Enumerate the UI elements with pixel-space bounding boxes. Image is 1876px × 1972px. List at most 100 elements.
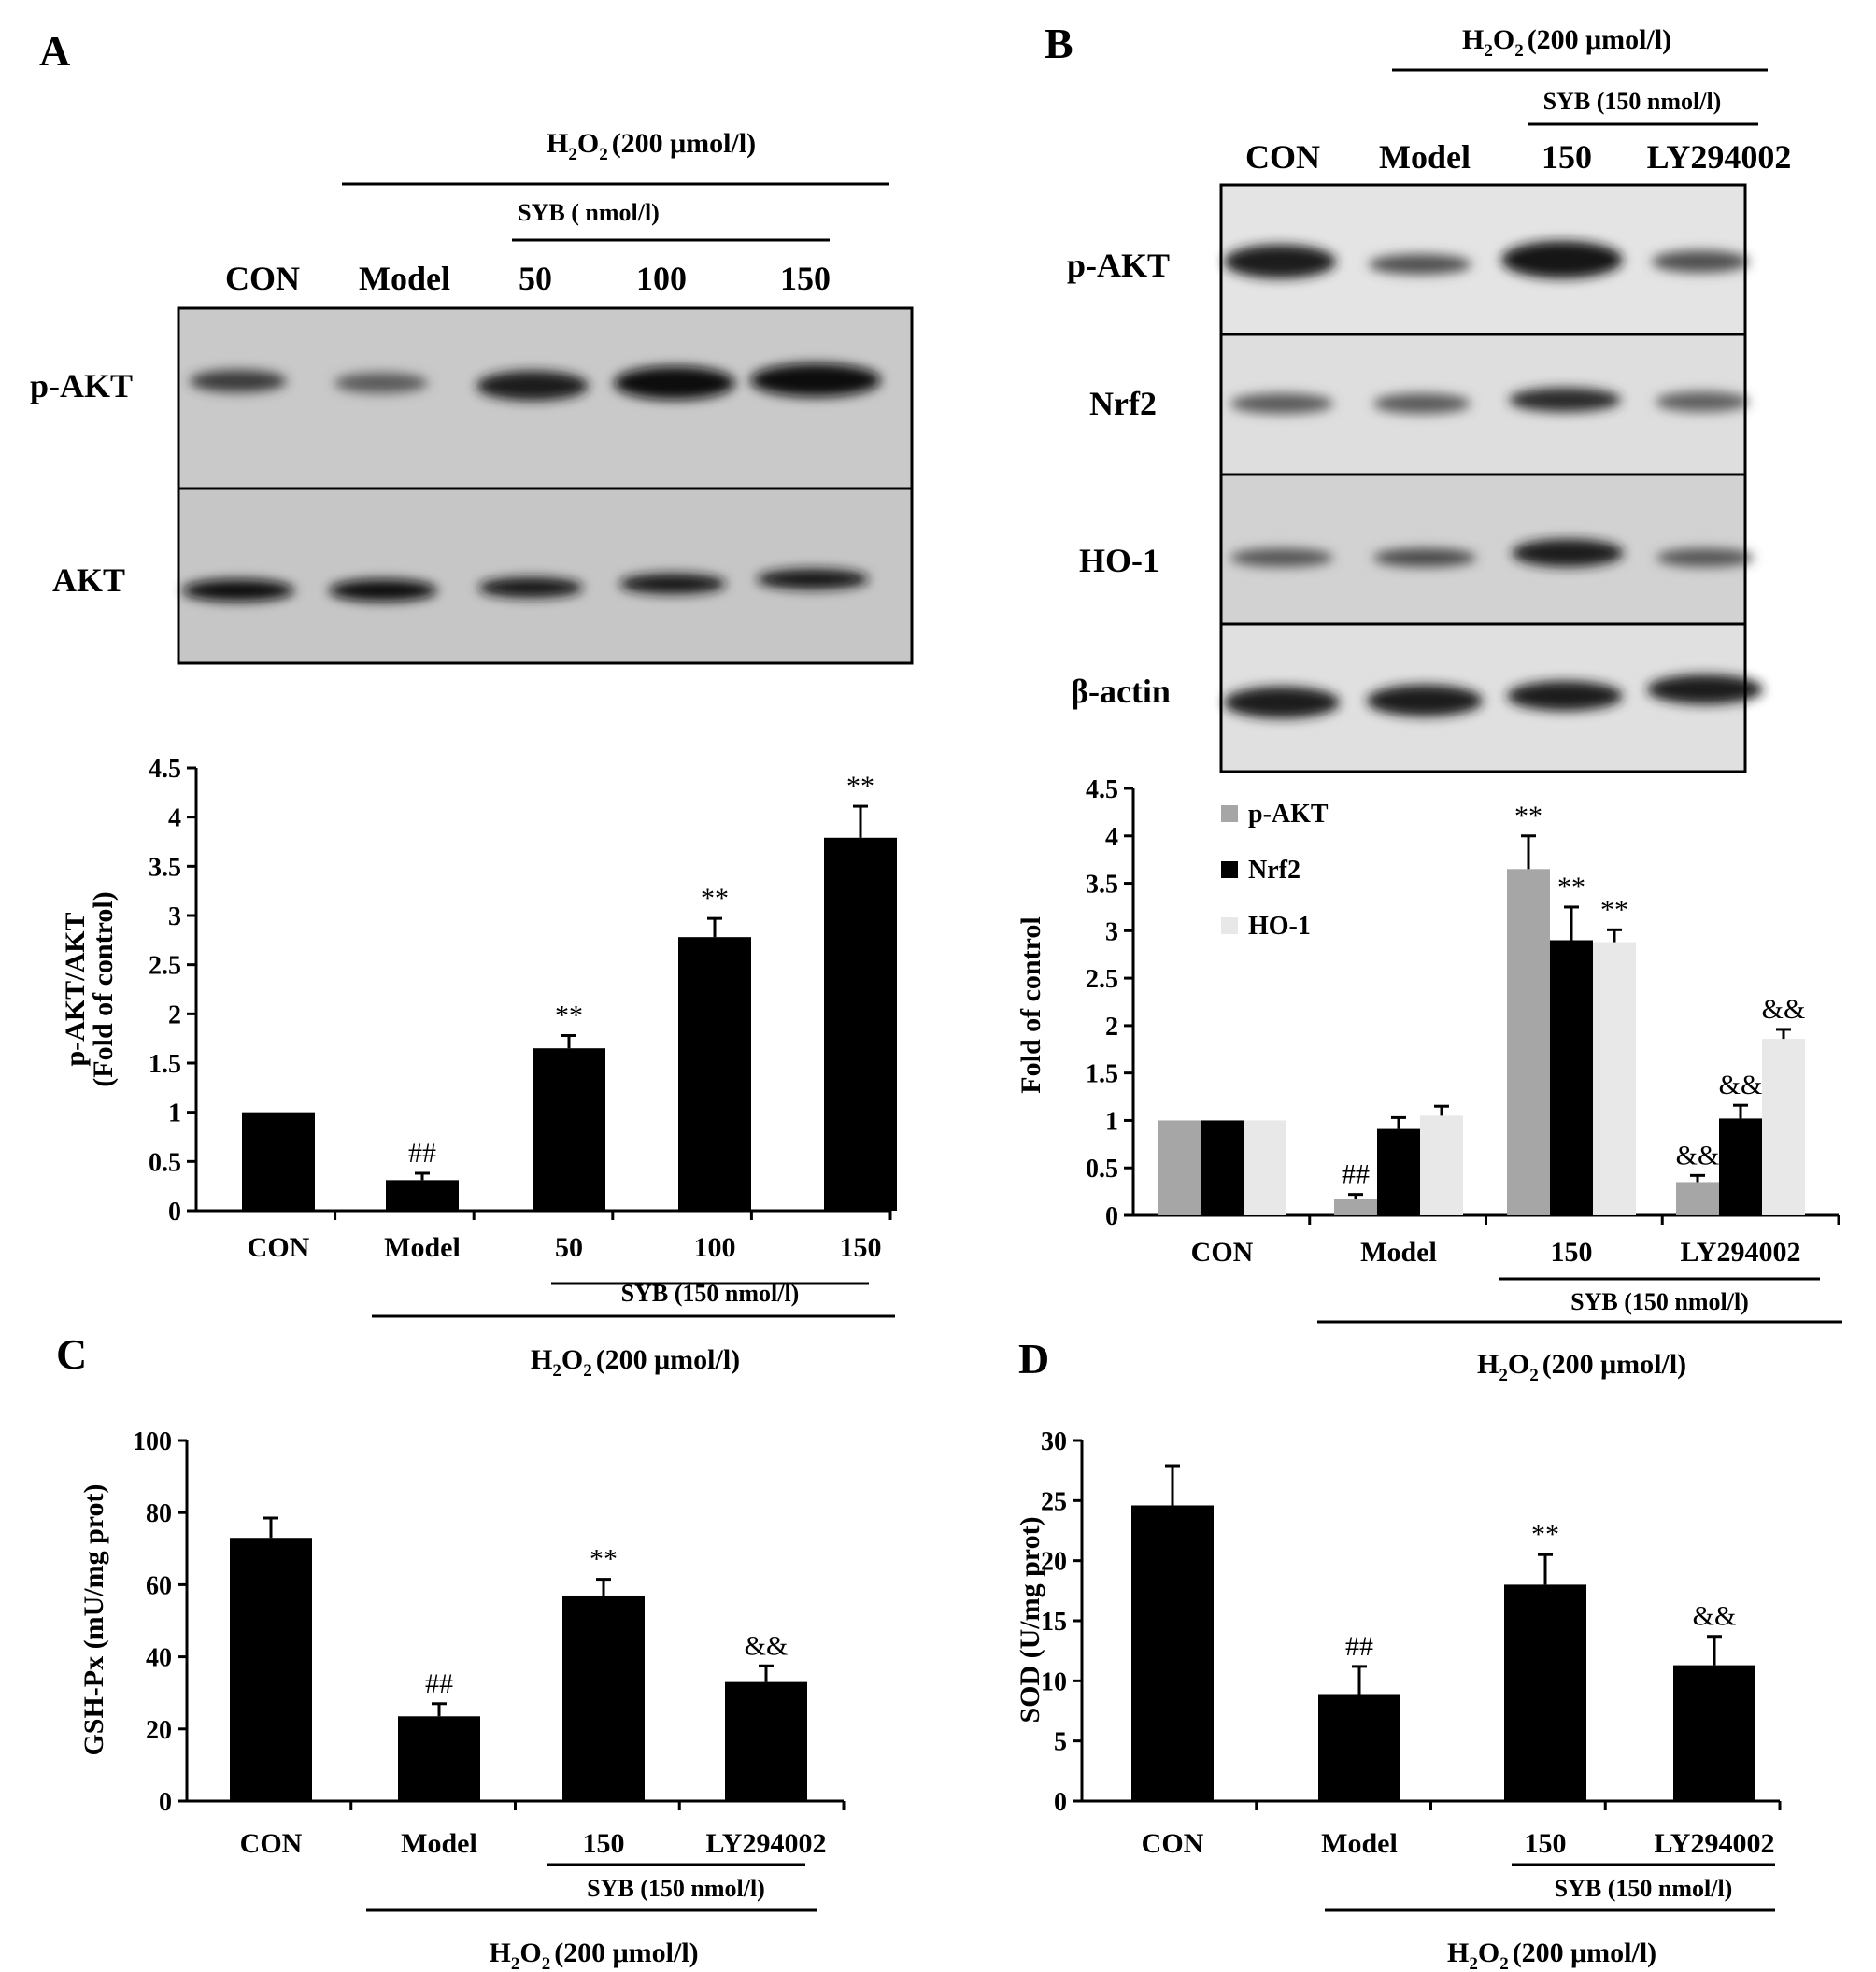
bar [398,1716,480,1801]
bar [1377,1128,1420,1215]
significance-label: && [1676,1140,1720,1170]
significance-label: ** [846,771,874,802]
blot-band [1230,393,1333,414]
y-tick-label: 4 [1105,823,1118,852]
chart-a: 0 0.5 1 1.5 2 2.5 3 3.5 4 4.5 CON ## Model ** 50 ** 100 *… [60,755,897,1381]
bar [1676,1182,1719,1215]
y-tick-label: 3.5 [149,853,181,882]
blot-band [476,371,589,401]
significance-label: && [745,1630,789,1661]
blot-band [1507,681,1623,711]
y-tick-label: 40 [146,1644,172,1673]
h2o2-part: 2 [1529,1366,1539,1385]
panel-b-blot: p-AKT Nrf2 HO-1 β-actin [1067,183,1763,773]
bar [230,1538,312,1801]
panel-b-lane-label: Model [1379,138,1471,176]
significance-label: && [1693,1601,1737,1632]
y-tick-label: 60 [146,1571,172,1600]
blot-band [1656,391,1749,412]
h2o2-part: O [1478,1937,1499,1968]
y-tick-label: 4 [168,804,181,833]
bar [1131,1505,1214,1801]
x-category-label: Model [384,1232,461,1263]
x-category-label: Model [1360,1237,1437,1268]
y-tick-label: 3 [1105,917,1118,946]
legend-label: p-AKT [1248,800,1329,829]
y-tick-label: 3 [168,902,181,931]
h2o2-group-label: H2O2 (200 μmol/l) [1447,1937,1656,1972]
bar [1334,1199,1377,1215]
bar [1420,1115,1463,1215]
y-axis-label: SOD (U/mg prot) [1015,1516,1045,1723]
h2o2-group-label: H2O2 (200 μmol/l) [490,1937,699,1972]
bar [386,1180,459,1211]
h2o2-part: H [1447,1937,1469,1968]
y-tick-label: 1.5 [149,1050,181,1079]
h2o2-part: (200 μmol/l) [596,1344,740,1375]
y-tick-label: 100 [133,1427,172,1456]
x-category-label: 50 [555,1232,583,1263]
x-category-label: Model [401,1828,477,1859]
panel-b-h2o2-label: H2O2 (200 μmol/l) [1462,24,1671,61]
h2o2-part: 2 [542,1954,551,1972]
panel-a-blot: p-AKT AKT [30,306,914,665]
y-tick-label: 1 [168,1099,181,1128]
panel-a-syb-label: SYB ( nmol/l) [518,199,660,226]
blot-band [757,569,869,589]
blot-band [1224,245,1336,278]
blot-band [1373,393,1471,414]
panel-b-syb-label: SYB (150 nmol/l) [1543,88,1722,115]
h2o2-part: 2 [583,1361,592,1381]
panel-c-label: C [56,1330,87,1378]
bar [533,1048,605,1211]
h2o2-part: H [531,1344,552,1375]
significance-label: ** [1600,894,1628,925]
panel-d-label: D [1018,1335,1049,1383]
y-tick-label: 0 [1105,1202,1118,1231]
significance-label: ** [701,883,729,914]
y-tick-label: 4.5 [149,755,181,784]
panel-a-lane-label: Model [359,260,450,297]
blot-band [1512,539,1624,567]
bar [1201,1120,1244,1215]
y-axis-label: p-AKT/AKT [60,912,91,1066]
panel-a-h2o2-label: H2O2 (200 μmol/l) [547,128,756,164]
blot-row-label: AKT [52,561,125,599]
x-category-label: 100 [694,1232,736,1263]
chart-d: 0 5 10 15 20 25 30 CON ## Model ** 150 && LY294002 SOD… [1015,1427,1782,1972]
bar [242,1112,315,1211]
y-tick-label: 20 [146,1716,172,1745]
blot-band [1369,254,1471,275]
blot-band [190,370,287,392]
x-category-label: CON [240,1828,303,1859]
significance-label: ** [1531,1519,1559,1550]
x-category-label: LY294002 [1655,1828,1775,1859]
x-category-label: 150 [583,1828,625,1859]
y-tick-label: 2.5 [1086,965,1118,994]
panel-a-blot-header: H2O2 (200 μmol/l) SYB ( nmol/l) CON Model… [225,128,889,297]
bar [1762,1039,1805,1215]
x-category-label: 150 [1551,1237,1593,1268]
bar [1719,1118,1762,1215]
bar [1673,1665,1755,1801]
h2o2-part: O [519,1937,541,1968]
blot-row-label: p-AKT [1067,247,1170,284]
y-tick-label: 1 [1105,1107,1118,1136]
panel-a-lane-label: 50 [519,260,552,297]
blot-membrane-ho-1 [1221,475,1745,624]
blot-row-label: Nrf2 [1089,385,1157,422]
h2o2-part: O [561,1344,583,1375]
y-tick-label: 1.5 [1086,1060,1118,1089]
x-category-label: CON [1142,1828,1204,1859]
blot-band [1656,548,1754,567]
x-category-label: Model [1321,1828,1398,1859]
panel-b-label: B [1045,20,1073,67]
significance-label: && [1762,994,1806,1025]
y-tick-label: 2.5 [149,952,181,981]
blot-band [329,579,437,602]
y-tick-label: 0 [1054,1788,1067,1817]
bar [562,1595,645,1801]
h2o2-part: 2 [1499,1366,1508,1385]
y-axis-label: Fold of control [1016,916,1046,1093]
bar [1158,1120,1201,1215]
